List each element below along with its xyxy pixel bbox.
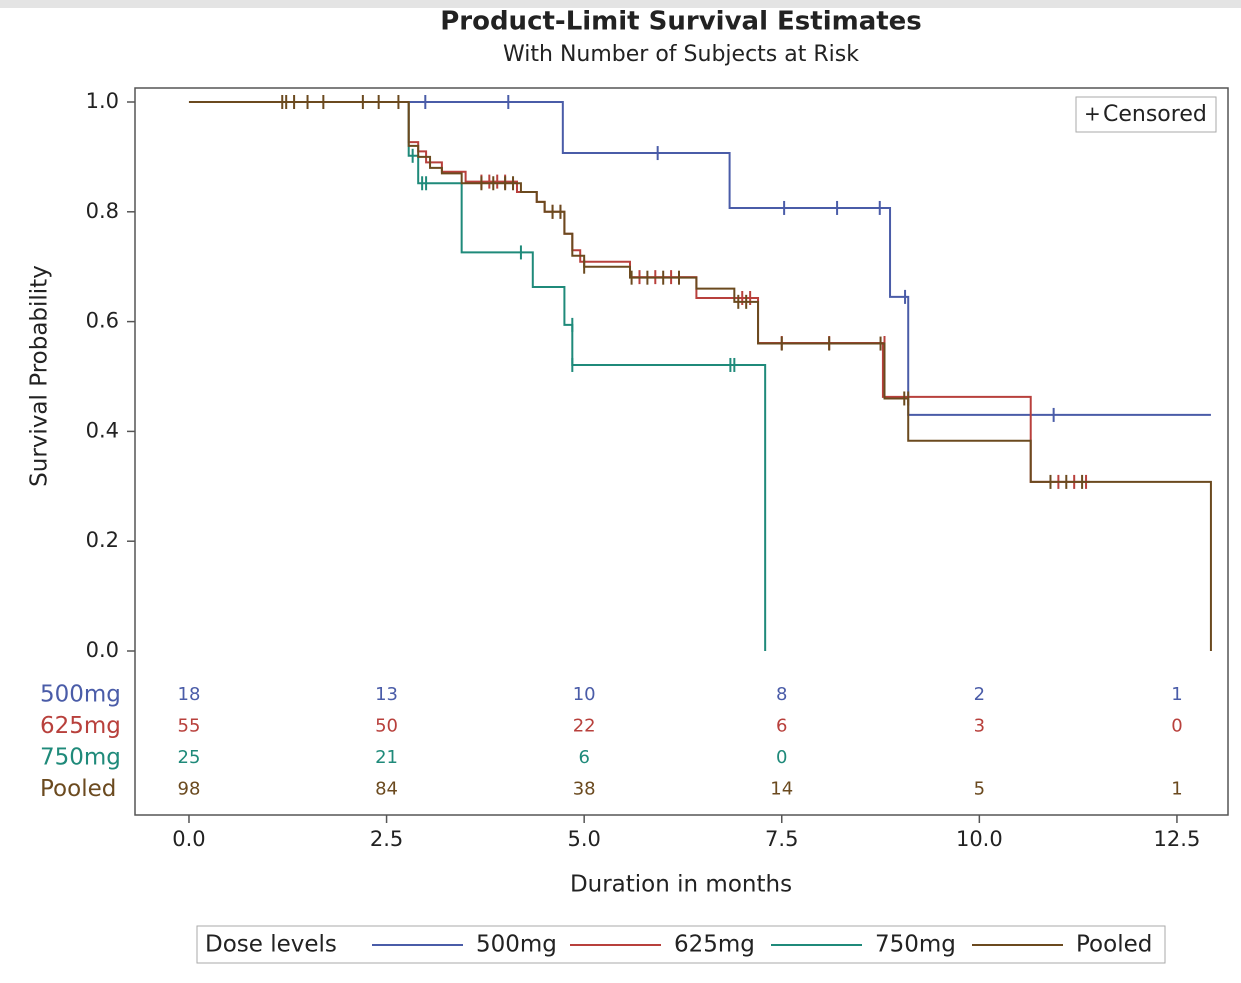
at-risk-count: 38 [573, 779, 596, 800]
censor-legend-symbol: + [1084, 102, 1101, 126]
survival-curve [188, 101, 767, 651]
legend-label: 500mg [476, 932, 557, 958]
at-risk-count: 13 [375, 684, 398, 705]
at-risk-count: 21 [375, 747, 398, 768]
at-risk-row-label: 750mg [40, 745, 121, 771]
at-risk-count: 6 [578, 747, 589, 768]
y-tick-label: 0.6 [86, 309, 119, 333]
y-tick-label: 0.2 [86, 528, 119, 552]
at-risk-count: 5 [974, 779, 985, 800]
at-risk-count: 18 [178, 684, 201, 705]
plot-frame [134, 87, 1229, 816]
survival-curve [188, 101, 1211, 416]
legend-label: 750mg [875, 932, 956, 958]
at-risk-count: 2 [974, 684, 985, 705]
at-risk-count: 1 [1171, 779, 1182, 800]
x-tick-label: 12.5 [1154, 827, 1201, 851]
at-risk-count: 98 [178, 779, 201, 800]
at-risk-row-label: Pooled [40, 776, 116, 802]
at-risk-count: 84 [375, 779, 398, 800]
at-risk-count: 0 [776, 747, 787, 768]
x-tick-label: 0.0 [172, 827, 205, 851]
x-axis-label: Duration in months [570, 872, 792, 898]
y-tick-label: 0.0 [86, 638, 119, 662]
chart-title: Product-Limit Survival Estimates [440, 7, 922, 37]
y-tick-label: 0.8 [86, 199, 119, 223]
legend-title: Dose levels [205, 932, 337, 958]
censor-legend-label: Censored [1103, 102, 1207, 127]
x-tick-label: 7.5 [765, 827, 798, 851]
y-axis-label: Survival Probability [27, 265, 53, 487]
x-tick-label: 10.0 [956, 827, 1003, 851]
at-risk-count: 3 [974, 716, 985, 737]
at-risk-count: 10 [573, 684, 596, 705]
at-risk-count: 22 [573, 716, 596, 737]
at-risk-count: 50 [375, 716, 398, 737]
legend-label: 625mg [674, 932, 755, 958]
survival-curve [188, 101, 1212, 651]
chart-subtitle: With Number of Subjects at Risk [503, 42, 859, 67]
y-tick-label: 0.4 [86, 418, 119, 442]
legend-label: Pooled [1076, 932, 1152, 958]
x-tick-label: 5.0 [567, 827, 600, 851]
at-risk-count: 6 [776, 716, 787, 737]
at-risk-count: 55 [178, 716, 201, 737]
at-risk-count: 8 [776, 684, 787, 705]
top-strip [0, 0, 1241, 8]
censor-legend-box [1075, 96, 1217, 133]
at-risk-count: 25 [178, 747, 201, 768]
at-risk-row-label: 500mg [40, 682, 121, 708]
at-risk-count: 1 [1171, 684, 1182, 705]
x-tick-label: 2.5 [370, 827, 403, 851]
at-risk-count: 0 [1171, 716, 1182, 737]
at-risk-row-label: 625mg [40, 713, 121, 739]
survival-curve [188, 101, 1090, 483]
y-tick-label: 1.0 [86, 89, 119, 113]
at-risk-count: 14 [770, 779, 793, 800]
